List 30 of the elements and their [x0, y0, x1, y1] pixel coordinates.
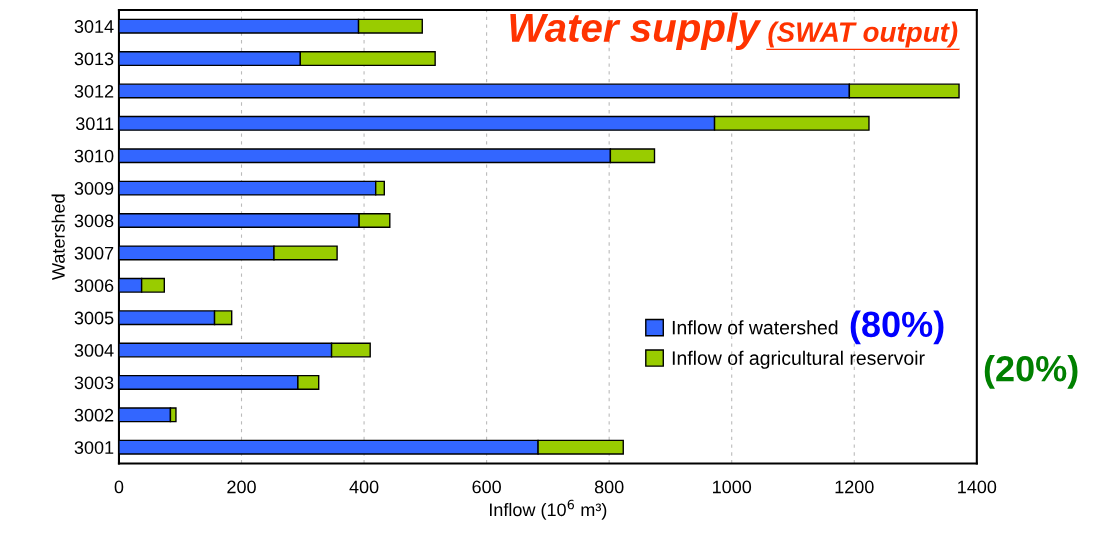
y-tick-label: 3003 [74, 376, 114, 390]
x-tick-label: 600 [472, 480, 501, 494]
y-tick-label: 3006 [74, 279, 114, 293]
x-tick-label: 800 [594, 480, 624, 494]
y-tick-label: 3004 [74, 344, 114, 357]
x-tick-label: 400 [349, 480, 379, 494]
text: (20%) [984, 355, 1078, 389]
y-tick-label: 3002 [74, 408, 114, 422]
y-tick-label: 3014 [74, 20, 114, 33]
y-tick-label: 3009 [74, 182, 114, 195]
chart-title: Water supply [510, 12, 762, 50]
legend-label: Inflow of agricultural reservoir [672, 350, 925, 369]
x-tick-label: 1400 [958, 480, 997, 494]
y-tick-label: 3011 [75, 117, 114, 131]
x-tick-label: 200 [227, 480, 256, 494]
y-tick-label: 3010 [74, 149, 114, 163]
y-tick-label: 3007 [74, 246, 114, 260]
y-tick-label: 3001 [74, 441, 114, 454]
y-tick-label: 3012 [74, 84, 114, 98]
chart-subtitle: (SWAT output) [768, 21, 958, 48]
x-axis-title: Inflow (10$^{6}$ m³) [489, 499, 607, 520]
annotation: (80%) [850, 310, 944, 345]
y-axis-title: Watershed [51, 194, 65, 280]
y-tick-label: 3013 [74, 52, 114, 66]
y-tick-label: 3005 [74, 311, 114, 325]
x-tick-label: 0 [114, 480, 124, 494]
x-tick-label: 1000 [713, 480, 752, 494]
y-tick-label: 3008 [74, 214, 114, 228]
legend-label: Inflow of watershed [672, 320, 838, 335]
x-tick-label: 1200 [835, 480, 874, 494]
